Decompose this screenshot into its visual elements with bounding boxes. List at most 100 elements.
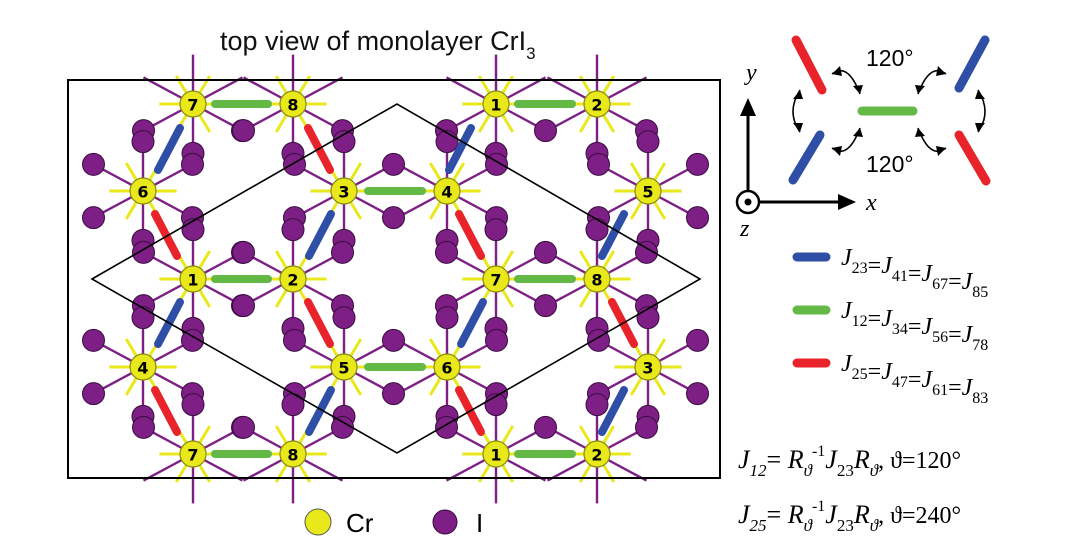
cr-atom-label: 5: [338, 359, 349, 378]
diagram-title: top view of monolayer CrI3: [220, 26, 536, 63]
cr-atom: [482, 265, 510, 293]
iodine-atom: [382, 152, 405, 176]
cr-atom: [634, 353, 662, 381]
z-axis-dot: [744, 198, 752, 206]
lattice-structure: 7 8 1 2 6 3 4 5 1 2 7 8 4 5 6 3 7 8 1 2: [82, 54, 709, 504]
cr-atom: [482, 90, 510, 118]
rotation-equation: J12= Rϑ-1J23Rϑ, ϑ=120°: [738, 443, 961, 480]
y-axis-label: y: [744, 60, 757, 86]
cr-atom: [634, 177, 662, 205]
iodine-atom: [232, 240, 255, 264]
iodine-atom: [636, 306, 660, 330]
bond-legend-label: J23=J41=J67=J85: [841, 245, 988, 301]
cr-atom-label: 4: [441, 183, 452, 202]
cr-atom: [433, 353, 461, 381]
iodine-atom: [435, 306, 459, 330]
cr-atom-label: 8: [591, 271, 602, 290]
iodine-atom: [585, 218, 609, 242]
cr-atom-label: 1: [187, 271, 198, 290]
iodine-atom: [686, 382, 709, 406]
cr-atom-label: 3: [338, 183, 349, 202]
bond-red: [455, 210, 485, 260]
iodine-atom: [232, 119, 255, 143]
x-arrowhead: [838, 194, 856, 210]
iodine-atom: [587, 152, 610, 176]
cr-atom-label: 1: [490, 446, 501, 465]
cr-atom: [179, 440, 207, 468]
iodine-atom: [232, 415, 255, 439]
bond-blue: [598, 210, 628, 260]
iodine-atom: [283, 152, 306, 176]
iodine-atom: [82, 382, 105, 406]
cr-atom-label: 6: [441, 359, 452, 378]
iodine-atom: [331, 240, 354, 264]
angle-label-top: 120°: [866, 45, 914, 71]
cr-atom: [583, 90, 611, 118]
iodine-atom: [181, 328, 204, 352]
iodine-atom: [635, 240, 658, 264]
cr-atom-label: 2: [287, 271, 298, 290]
bond-blue: [305, 210, 335, 260]
cell-frame: [67, 79, 721, 479]
iodine-atom: [131, 306, 155, 330]
rot-bond-red-topleft: [791, 35, 827, 95]
iodine-atom: [382, 206, 405, 230]
cr-atom: [279, 90, 307, 118]
iodine-atom: [283, 328, 306, 352]
bond-legend-label: J25=J47=J61=J83: [841, 351, 988, 407]
cr-atom: [279, 440, 307, 468]
rotation-equation: J25= Rϑ-1J23Rϑ, ϑ=240°: [738, 498, 961, 535]
bond-blue: [598, 386, 628, 436]
cr-atom-label: 7: [187, 446, 198, 465]
cr-atom-label: 7: [187, 96, 198, 115]
cr-atom: [330, 353, 358, 381]
bond-blue: [445, 124, 475, 174]
iodine-atom: [635, 415, 658, 439]
iodine-atom: [485, 328, 508, 352]
bond-blue: [457, 298, 487, 348]
i-legend-marker: [432, 509, 458, 535]
iodine-atom: [281, 393, 305, 417]
iodine-atom: [534, 119, 557, 143]
x-axis-label: x: [865, 190, 877, 216]
iodine-atom: [686, 152, 709, 176]
iodine-atom: [534, 294, 557, 318]
iodine-atom: [686, 328, 709, 352]
iodine-atom: [484, 218, 508, 242]
iodine-atom: [181, 393, 205, 417]
iodine-atom: [636, 130, 660, 154]
iodine-atom: [382, 382, 405, 406]
cr-atom: [583, 440, 611, 468]
cr-atom-label: 7: [490, 271, 501, 290]
bond-blue: [154, 124, 184, 174]
iodine-atom: [332, 306, 356, 330]
bond-blue: [305, 386, 335, 436]
cr-atom: [330, 177, 358, 205]
bond-red: [151, 386, 181, 436]
iodine-atom: [534, 240, 557, 264]
bond-legend-label: J12=J34=J56=J78: [841, 298, 988, 354]
cr-atom-label: 8: [287, 446, 298, 465]
cr-atom: [583, 265, 611, 293]
iodine-atom: [232, 294, 255, 318]
rot-bond-blue-bottomleft: [788, 130, 825, 185]
y-arrowhead: [740, 98, 756, 116]
cr-atom: [129, 177, 157, 205]
cr-atom: [179, 90, 207, 118]
iodine-atom: [181, 152, 204, 176]
iodine-atom: [331, 415, 354, 439]
cr-atom: [279, 265, 307, 293]
angle-label-bottom: 120°: [866, 151, 914, 177]
equations: J12= Rϑ-1J23Rϑ, ϑ=120° J25= Rϑ-1J23Rϑ, ϑ=…: [738, 443, 961, 535]
z-axis-label: z: [739, 216, 750, 242]
cr-atom: [433, 177, 461, 205]
cr-atom-label: 1: [490, 96, 501, 115]
iodine-atom: [435, 240, 458, 264]
axis-diagram: y x z: [735, 35, 991, 242]
cr-legend-label: Cr: [346, 508, 374, 538]
cr-legend-marker: [304, 508, 332, 536]
rotation-arrowheads: [793, 66, 985, 156]
iodine-atom: [82, 328, 105, 352]
iodine-atom: [82, 152, 105, 176]
